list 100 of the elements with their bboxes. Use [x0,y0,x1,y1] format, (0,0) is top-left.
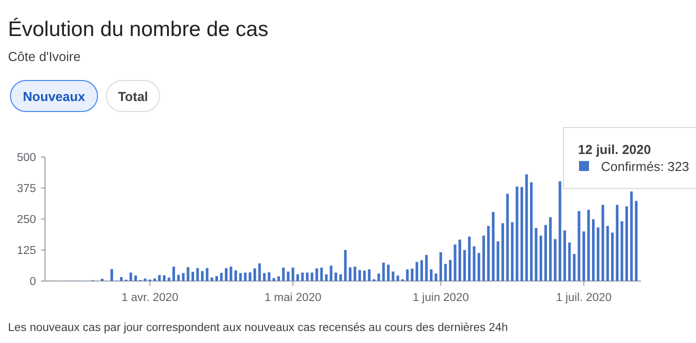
chart-title: Évolution du nombre de cas [8,17,268,41]
bar [363,270,366,281]
bar [158,275,161,281]
bar [634,200,638,281]
bar [482,236,485,281]
annotation: 12 juil. 2020 [578,142,651,157]
bar [344,250,347,281]
bar [310,272,314,281]
bar [544,224,547,281]
bar [177,274,180,281]
bar [444,264,447,281]
bar [248,272,252,281]
x-tick-label: 1 mai 2020 [264,292,322,304]
bar [540,236,542,281]
bar [234,270,238,281]
bar [487,226,490,281]
y-tick-label: 125 [16,245,36,257]
bar [616,204,618,281]
bar [606,226,609,281]
bar [358,270,361,281]
bar [325,274,328,281]
bar [239,273,242,281]
bar [582,231,586,281]
bar [396,276,400,281]
bar [315,268,318,281]
bar [434,274,438,281]
bar [458,240,462,281]
bar [268,272,270,281]
y-tick-label: 500 [16,152,36,164]
total-button: Total [106,80,160,112]
bar [530,182,533,281]
bar [510,222,514,281]
tooltip: 12 juil. 2020 Confirmés: 323 [563,127,696,189]
bar [296,274,300,281]
bar [501,223,504,281]
bar [611,232,614,281]
bar [110,269,114,281]
bar [386,264,390,281]
bar [320,268,323,281]
bar [277,276,280,281]
nouveaux-button: Nouveaux [10,80,98,112]
bar [439,252,442,281]
bar [134,276,137,281]
bar [168,278,170,281]
bar [558,181,562,281]
bar [496,241,500,281]
bar [630,191,633,281]
bar [292,268,294,281]
bar [334,272,338,281]
bar [354,266,356,281]
bar [368,269,371,281]
bar [448,260,452,281]
bar [120,277,123,281]
x-tick-label: 1 avr. 2020 [121,292,178,304]
bar [330,266,332,281]
bar [430,269,433,281]
bar [492,212,495,281]
bar [186,267,190,281]
bar [568,242,571,281]
bar [210,278,214,281]
bar [472,246,476,281]
bar [592,219,595,281]
bar [263,273,266,281]
bar [534,228,538,281]
bar [206,268,208,281]
bar [620,221,624,281]
bar [520,187,524,281]
bar [506,194,509,281]
bar [182,273,185,281]
bar [348,267,352,281]
bar [554,239,556,281]
bar [215,276,218,281]
bar [587,210,590,281]
bar [130,272,132,281]
bar [578,211,580,281]
annotation: Confirmés: 323 [601,159,690,174]
bar [516,186,518,281]
y-tick-label: 0 [30,276,36,288]
bar [201,271,204,281]
y-tick-label: 375 [16,183,36,195]
bar [416,262,418,281]
bar [282,268,285,281]
bar [549,217,552,281]
bar [301,272,304,281]
bar [406,269,409,281]
bar [572,254,576,281]
bar [196,268,199,281]
bar [306,272,309,281]
y-tick-label: 250 [16,214,36,226]
bar [392,272,394,281]
bar [602,204,604,281]
bar [410,268,414,281]
bar [191,272,194,281]
bar [468,236,471,281]
chart-subtitle: Côte d'Ivoire [8,49,81,64]
bar [425,254,428,281]
x-tick-label: 1 juin 2020 [412,292,469,304]
bar [244,272,247,281]
bar [420,260,423,281]
bar [339,274,342,281]
